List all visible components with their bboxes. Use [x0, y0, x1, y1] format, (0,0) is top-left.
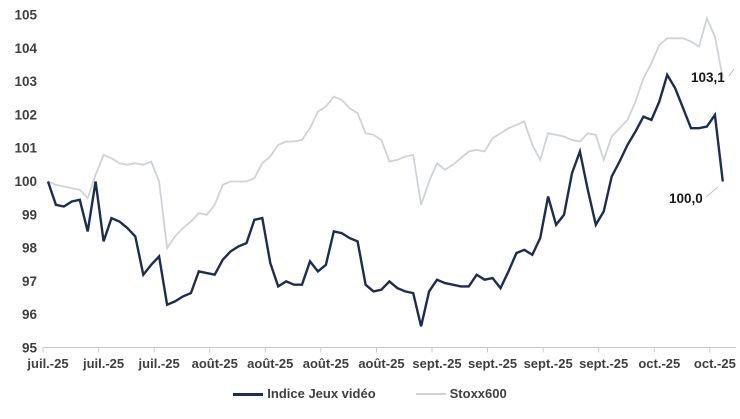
x-axis-tick-label: oct.-25 [694, 356, 736, 371]
x-axis-tick-label: sept.-25 [468, 356, 517, 371]
stoxx600-end-value-label: 103,1 [691, 70, 725, 85]
indice-label-leader-line [705, 186, 719, 198]
x-axis-tick-label: août-25 [192, 356, 238, 371]
x-axis-tick-label: juil.-25 [138, 356, 180, 371]
x-axis-tick-label: août-25 [303, 356, 349, 371]
x-axis-tick-label: juil.-25 [82, 356, 124, 371]
navy-line-swatch-icon [233, 392, 264, 396]
y-axis-tick-label: 96 [22, 307, 38, 322]
x-axis-tick-label: sept.-25 [412, 356, 461, 371]
x-axis-tick-label: oct.-25 [638, 356, 680, 371]
x-axis-tick-label: juil.-25 [26, 356, 68, 371]
gray-line-swatch-icon [415, 393, 446, 395]
y-axis-tick-label: 97 [22, 274, 37, 289]
x-axis-tick-label: sept.-25 [579, 356, 628, 371]
series-line-indice-jeux-vid-o [46, 71, 724, 327]
legend-label-indice-jeux-video: Indice Jeux vidéo [267, 386, 376, 401]
chart-legend: Indice Jeux vidéo Stoxx600 [0, 386, 740, 402]
y-axis-tick-label: 103 [14, 74, 37, 89]
x-axis-tick-label: août-25 [358, 356, 404, 371]
x-axis-tick-label: août-25 [247, 356, 293, 371]
y-axis-tick-label: 99 [22, 207, 37, 222]
y-axis-tick-label: 104 [14, 41, 37, 56]
indice-jeux-video-end-value-label: 100,0 [669, 191, 703, 206]
y-axis-tick-label: 98 [22, 241, 38, 256]
y-axis-tick-label: 100 [14, 174, 37, 189]
x-axis-tick-label: sept.-25 [524, 356, 573, 371]
y-axis-tick-label: 105 [14, 8, 37, 23]
legend-label-stoxx600: Stoxx600 [449, 386, 507, 401]
y-axis-tick-label: 95 [22, 341, 38, 356]
legend-item-stoxx600: Stoxx600 [415, 386, 507, 402]
series-line-stoxx600 [47, 15, 724, 251]
stoxx600-label-leader-line [728, 68, 735, 77]
y-axis-tick-label: 101 [14, 141, 37, 156]
legend-item-indice-jeux-video: Indice Jeux vidéo [233, 386, 376, 402]
y-axis-tick-label: 102 [14, 107, 37, 122]
